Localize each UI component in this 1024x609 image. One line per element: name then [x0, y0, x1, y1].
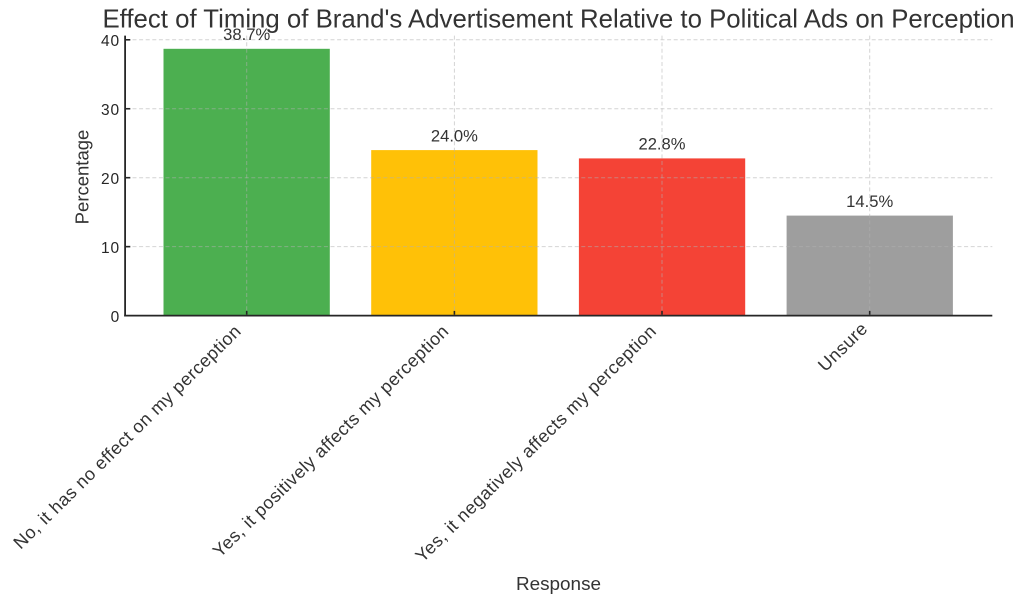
svg-text:14.5%: 14.5%	[846, 192, 893, 211]
svg-text:Unsure: Unsure	[814, 318, 871, 375]
svg-text:Yes, it negatively affects my: Yes, it negatively affects my perception	[411, 321, 660, 566]
svg-text:30: 30	[101, 102, 120, 119]
svg-text:Percentage: Percentage	[71, 130, 92, 225]
svg-text:40: 40	[101, 33, 120, 50]
svg-text:Yes, it positively affects my: Yes, it positively affects my perception	[209, 321, 453, 561]
svg-text:Response: Response	[516, 574, 601, 595]
svg-text:No, it has no effect on my per: No, it has no effect on my perception	[9, 321, 245, 553]
svg-text:0: 0	[111, 309, 121, 326]
svg-text:10: 10	[101, 240, 120, 257]
svg-text:20: 20	[101, 171, 120, 188]
svg-text:38.7%: 38.7%	[223, 25, 270, 44]
svg-text:24.0%: 24.0%	[431, 127, 478, 146]
svg-text:22.8%: 22.8%	[638, 135, 685, 154]
svg-text:Effect of Timing of Brand's Ad: Effect of Timing of Brand's Advertisemen…	[102, 5, 1014, 33]
